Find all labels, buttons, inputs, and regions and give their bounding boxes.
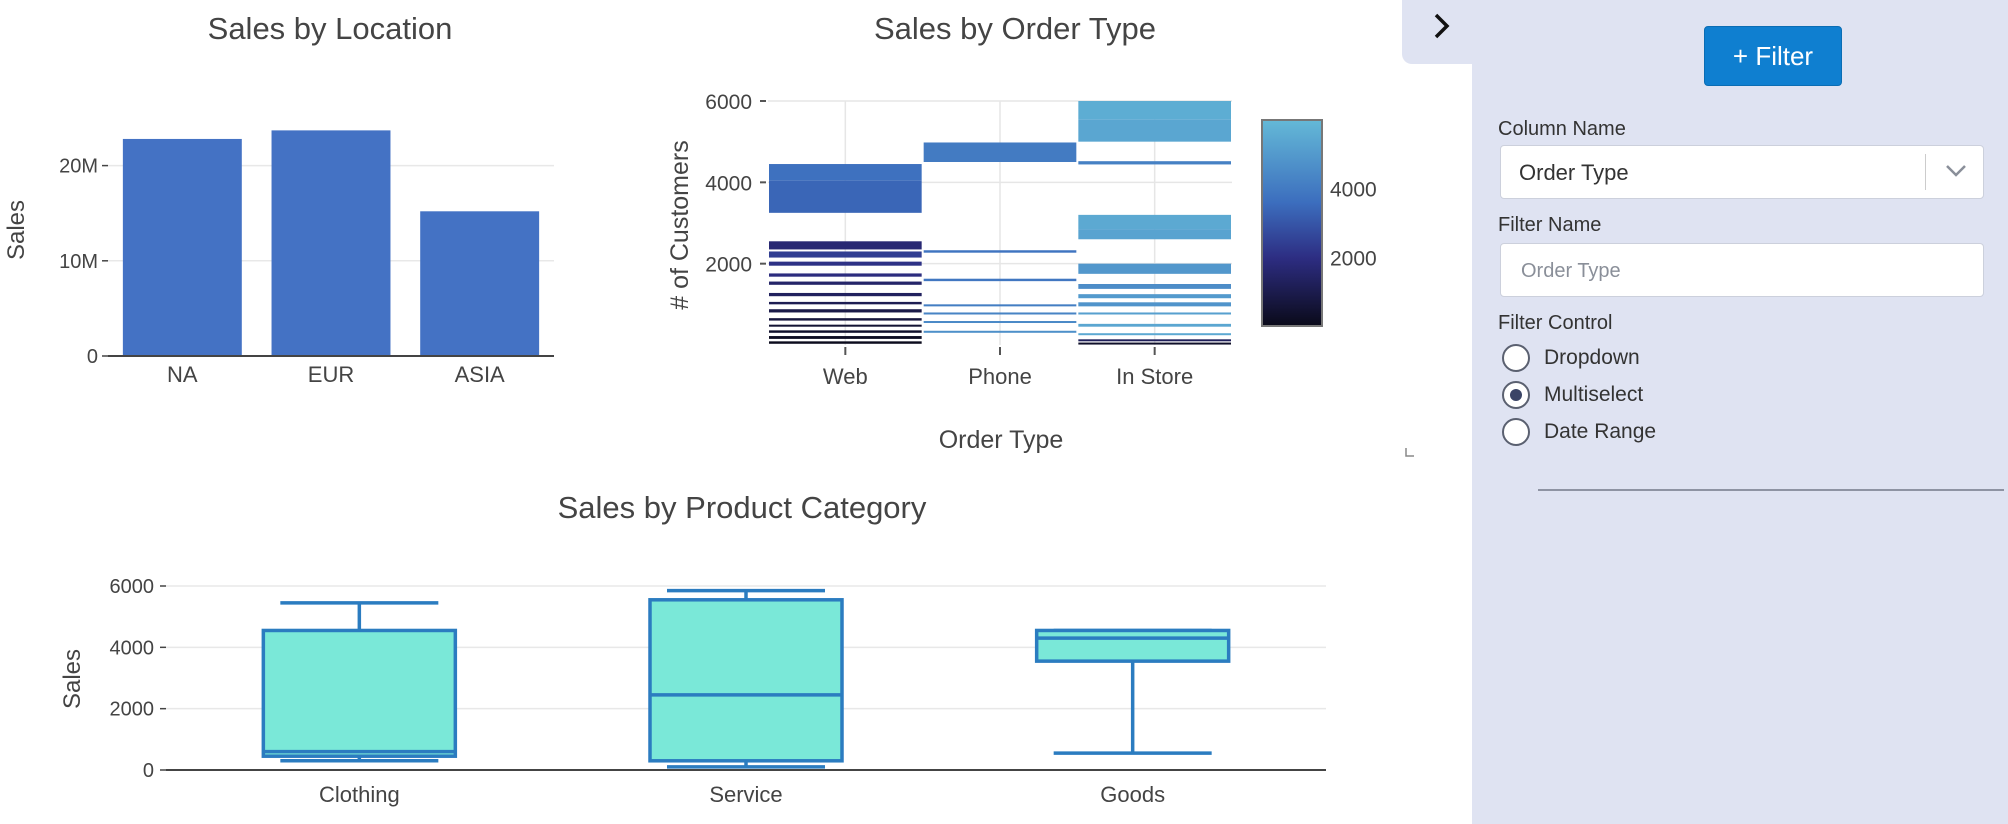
heatmap-cell (769, 330, 922, 333)
collapse-panel-button[interactable] (1424, 6, 1460, 46)
column-name-label: Column Name (1498, 118, 1626, 140)
heatmap-cell (769, 180, 922, 213)
filter-name-input[interactable] (1519, 256, 1963, 286)
y-tick-label: 0 (143, 760, 154, 782)
bar (420, 211, 540, 356)
heatmap-cell (923, 250, 1077, 253)
y-tick-label: 20M (59, 156, 98, 178)
heatmap-cell (1078, 161, 1231, 165)
chart-title: Sales by Order Type (874, 11, 1156, 46)
select-separator (1925, 154, 1926, 190)
heatmap-cell (923, 330, 1077, 333)
x-tick-label: Phone (968, 364, 1032, 389)
filter-control-label: Filter Control (1498, 312, 1613, 334)
heatmap-cell (769, 281, 922, 285)
radio-button-selected[interactable] (1502, 381, 1530, 409)
heatmap-cell (769, 164, 922, 181)
bar (271, 130, 391, 356)
column-name-value: Order Type (1519, 160, 1629, 185)
x-axis-title: Order Type (939, 426, 1064, 454)
x-tick-label: EUR (308, 362, 354, 387)
heatmap-cell (923, 278, 1077, 282)
heatmap-cell (1078, 333, 1231, 336)
heatmap-cell (1078, 294, 1231, 299)
y-tick-label: 2000 (110, 699, 155, 721)
heatmap-cell (769, 324, 922, 327)
heatmap-cell (923, 304, 1077, 307)
y-tick-label: 4000 (110, 637, 155, 659)
resize-handle-icon[interactable] (1404, 446, 1416, 458)
y-axis-title: Sales (3, 200, 30, 260)
y-axis-title: Sales (59, 649, 86, 709)
heatmap-cell (1078, 263, 1231, 274)
heatmap-cell (923, 142, 1077, 162)
x-tick-label: Service (709, 782, 782, 807)
box-body (261, 628, 458, 758)
heatmap-cell (923, 321, 1077, 324)
heatmap-cell (769, 273, 922, 277)
panel-divider (1538, 489, 2004, 491)
filter-name-label: Filter Name (1498, 214, 1602, 236)
heatmap-cell (769, 318, 922, 321)
radio-label: Date Range (1544, 420, 1657, 443)
y-tick-label: 10M (59, 251, 98, 273)
colorbar-tick-label: 2000 (1330, 247, 1377, 270)
chart-title: Sales by Location (208, 11, 453, 46)
heatmap-cell (769, 341, 922, 344)
column-name-select[interactable]: Order Type (1500, 145, 1984, 199)
charts-area: Sales by Location 0 10M 20M NA EUR ASIA Sales Sa… (3, 11, 1377, 807)
box-body (1034, 628, 1231, 663)
x-tick-label: NA (167, 362, 198, 387)
x-tick-label: In Store (1116, 364, 1193, 389)
x-tick-label: Clothing (319, 782, 400, 807)
x-tick-label: Web (823, 364, 868, 389)
heatmap-cell (1078, 214, 1231, 230)
chevron-down-icon[interactable] (1941, 156, 1971, 186)
heatmap-cell (1078, 323, 1231, 327)
radio-label: Multiselect (1544, 383, 1644, 406)
box-body (648, 598, 844, 763)
radio-dropdown[interactable]: Dropdown (1502, 341, 1640, 375)
y-tick-label: 6000 (110, 576, 155, 598)
radio-button[interactable] (1502, 418, 1530, 446)
chart-title: Sales by Product Category (558, 490, 927, 525)
radio-label: Dropdown (1544, 346, 1640, 369)
heatmap-cell (1078, 342, 1231, 345)
radio-date-range[interactable]: Date Range (1502, 415, 1656, 449)
heatmap-cell (923, 312, 1077, 315)
heatmap-cell (769, 301, 922, 305)
filter-panel (1472, 0, 2008, 824)
heatmap-cell (1078, 229, 1231, 240)
heatmap-cell (769, 251, 922, 258)
heatmap-cell (769, 336, 922, 339)
y-tick-label: 4000 (705, 172, 752, 195)
y-tick-label: 6000 (705, 91, 752, 114)
radio-multiselect[interactable]: Multiselect (1502, 378, 1643, 412)
heatmap-cell (769, 292, 922, 297)
y-tick-label: 0 (87, 346, 98, 368)
heatmap-cell (769, 309, 922, 313)
heatmap-cell (1078, 302, 1231, 307)
y-axis-title: # of Customers (666, 140, 694, 310)
colorbar-tick-label: 4000 (1330, 179, 1377, 202)
heatmap-cell (1078, 284, 1231, 289)
chevron-right-icon (1434, 13, 1450, 39)
add-filter-button[interactable]: + Filter (1704, 26, 1842, 86)
filter-name-field (1500, 243, 1984, 297)
x-tick-label: ASIA (455, 362, 505, 387)
heatmap-cell (769, 261, 922, 266)
heatmap-cell (1078, 339, 1231, 342)
bar (122, 138, 242, 356)
heatmap-cell (1078, 312, 1231, 315)
radio-button[interactable] (1502, 344, 1530, 372)
heatmap-cell (1078, 119, 1231, 142)
x-tick-label: Goods (1100, 782, 1165, 807)
colorbar (1261, 119, 1323, 327)
charts-canvas: Sales by Location 0 10M 20M NA EUR ASIA Sales Sa… (3, 11, 1377, 807)
heatmap-cell (769, 241, 922, 250)
heatmap-cell (1078, 101, 1231, 120)
y-tick-label: 2000 (705, 254, 752, 277)
